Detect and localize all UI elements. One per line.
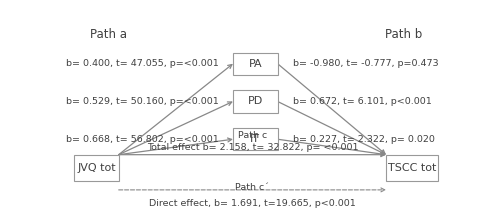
Text: b= 0.668, t= 56.802, p=<0.001: b= 0.668, t= 56.802, p=<0.001 [66,135,219,144]
Text: PD: PD [248,97,263,106]
Text: b= 0.400, t= 47.055, p=<0.001: b= 0.400, t= 47.055, p=<0.001 [66,59,219,68]
Text: Path c´: Path c´ [236,183,270,192]
Text: IT: IT [250,134,260,144]
FancyBboxPatch shape [386,155,438,181]
FancyBboxPatch shape [74,155,118,181]
Text: Path c: Path c [238,131,267,140]
Text: Path b: Path b [385,29,422,41]
Text: PA: PA [248,59,262,69]
Text: TSCC tot: TSCC tot [388,163,436,173]
Text: Total effect b= 2.158, t= 32.822, p= <0.001: Total effect b= 2.158, t= 32.822, p= <0.… [146,143,358,152]
Text: Direct effect, b= 1.691, t=19.665, p<0.001: Direct effect, b= 1.691, t=19.665, p<0.0… [149,199,356,208]
Text: b= 0.529, t= 50.160, p=<0.001: b= 0.529, t= 50.160, p=<0.001 [66,97,219,106]
FancyBboxPatch shape [233,90,278,113]
Text: b= 0.227, t= 2.322, p= 0.020: b= 0.227, t= 2.322, p= 0.020 [293,135,435,144]
Text: Path a: Path a [90,29,128,41]
Text: b= -0.980, t= -0.777, p=0.473: b= -0.980, t= -0.777, p=0.473 [293,59,438,68]
Text: JVQ tot: JVQ tot [77,163,116,173]
FancyBboxPatch shape [233,53,278,75]
FancyBboxPatch shape [233,128,278,150]
Text: b= 0.672, t= 6.101, p<0.001: b= 0.672, t= 6.101, p<0.001 [293,97,432,106]
